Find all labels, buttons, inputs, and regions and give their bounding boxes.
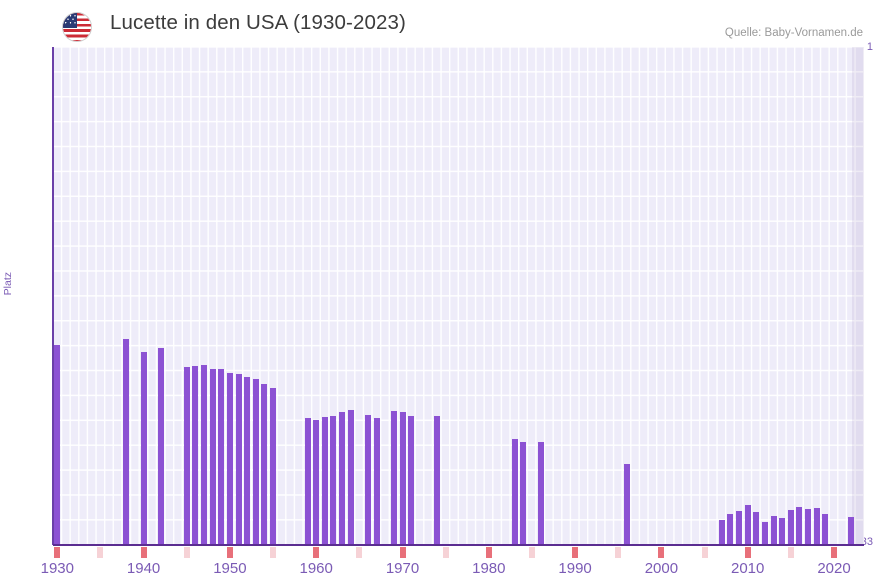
bar [54, 345, 61, 545]
x-tick-decade [485, 547, 492, 558]
bar [235, 374, 242, 545]
x-axis-tick-label: 1970 [385, 560, 420, 577]
x-tick-half-decade [442, 547, 449, 558]
x-axis-tick-label: 2000 [644, 560, 679, 577]
source-attribution: Quelle: Baby-Vornamen.de [724, 27, 863, 39]
bar [313, 420, 320, 545]
bar [399, 412, 406, 545]
bar [218, 369, 225, 545]
x-tick-half-decade [97, 547, 104, 558]
bar [261, 384, 268, 545]
bar [537, 442, 544, 545]
bar [753, 512, 760, 545]
bar [718, 520, 725, 545]
bar [727, 514, 734, 545]
no-data-shaded-band [852, 47, 864, 545]
bar [252, 379, 259, 545]
x-tick-half-decade [615, 547, 622, 558]
bar [209, 369, 216, 545]
bar [192, 366, 199, 545]
bar [848, 517, 855, 545]
x-tick-half-decade [270, 547, 277, 558]
page-title: Lucette in den USA (1930-2023) [110, 11, 406, 34]
x-tick-decade [572, 547, 579, 558]
bar [408, 416, 415, 545]
x-axis-tick-label: 1960 [299, 560, 333, 577]
x-tick-decade [54, 547, 61, 558]
y-axis-title: Platz [2, 272, 14, 296]
bar [744, 505, 751, 545]
bar [270, 388, 277, 545]
x-tick-half-decade [528, 547, 535, 558]
bar [770, 516, 777, 545]
x-tick-decade [313, 547, 320, 558]
x-tick-half-decade [787, 547, 794, 558]
x-tick-decade [226, 547, 233, 558]
bar [201, 365, 207, 545]
bar [373, 418, 380, 545]
bar [779, 518, 786, 545]
x-tick-half-decade [183, 547, 190, 558]
x-tick-half-decade [701, 547, 708, 558]
bar [511, 439, 518, 545]
plot-gridlines [53, 47, 864, 545]
bar [796, 507, 803, 545]
bar [434, 416, 441, 545]
bar [813, 508, 820, 545]
bar [244, 377, 251, 545]
x-tick-decade [831, 547, 837, 558]
x-axis-tick-label: 2010 [731, 560, 765, 577]
bar [157, 348, 164, 545]
x-tick-half-decade [356, 547, 363, 558]
bar [321, 417, 328, 545]
x-tick-decade [140, 547, 147, 558]
bar [123, 339, 130, 545]
bar [390, 411, 397, 545]
y-axis-tick-top: 1 [866, 41, 873, 53]
bar [347, 410, 354, 545]
x-axis-tick-label: 1990 [558, 560, 592, 577]
bar [736, 511, 743, 545]
x-tick-decade [744, 547, 751, 558]
bar [761, 522, 768, 545]
y-axis-line [52, 47, 54, 545]
x-axis-tick-label: 1950 [213, 560, 247, 577]
plot-area [53, 47, 864, 545]
bar [822, 514, 829, 545]
x-tick-decade [658, 547, 665, 558]
bar [805, 509, 812, 545]
bar [183, 367, 190, 545]
x-tick-decade [399, 547, 406, 558]
bar [330, 416, 337, 545]
bar [140, 352, 147, 545]
bar [339, 412, 346, 545]
bar [226, 373, 233, 545]
x-axis-tick-label: 2020 [817, 560, 851, 577]
bar [787, 510, 794, 545]
bar [304, 418, 311, 545]
bar [364, 415, 371, 545]
x-axis-line [53, 544, 864, 546]
bar [520, 442, 527, 545]
x-axis-tick-label: 1930 [40, 560, 74, 577]
flag-canton [63, 13, 77, 28]
bar [623, 464, 630, 545]
x-axis-tick-label: 1940 [126, 560, 161, 577]
us-flag-icon [62, 12, 92, 42]
x-axis-tick-label: 1980 [472, 560, 506, 577]
